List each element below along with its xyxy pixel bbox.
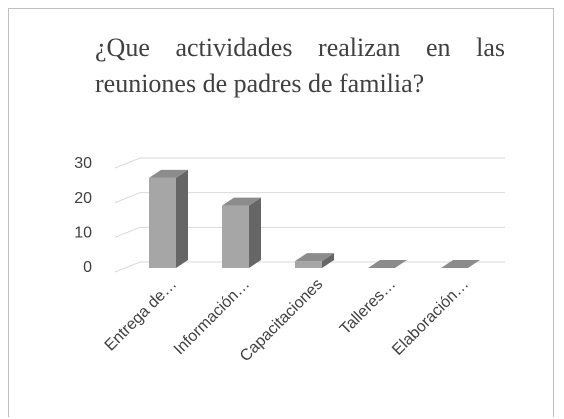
x-tick-label: Información… [171, 276, 253, 358]
x-tick-label: Talleres… [337, 276, 399, 338]
x-tick-label: Elaboración… [389, 276, 472, 359]
grid-line [114, 157, 505, 169]
chart-title: ¿Que actividades realizan en las reunion… [95, 33, 505, 98]
y-tick-label: 20 [74, 190, 92, 207]
bar-face [222, 205, 249, 268]
grid-line [114, 226, 505, 238]
bar-face [368, 260, 407, 268]
bar-face [295, 261, 322, 268]
y-tick-label: 10 [74, 225, 92, 242]
x-tick-label: Entrega de… [102, 276, 181, 355]
bar [295, 253, 334, 268]
bar [149, 169, 188, 268]
grid-line [114, 192, 505, 204]
bar [441, 260, 480, 268]
bar-face [149, 177, 176, 268]
bar-face [441, 260, 480, 268]
y-tick-label: 30 [74, 155, 92, 172]
bar-face [249, 197, 261, 268]
chart-frame [8, 8, 554, 417]
bar-face [322, 253, 334, 268]
bar-face [176, 169, 188, 268]
bar-face [149, 169, 188, 178]
bar [368, 260, 407, 268]
bar-face [222, 197, 261, 206]
bar-face [295, 253, 334, 262]
y-tick-label: 0 [83, 259, 92, 276]
bar [222, 197, 261, 268]
